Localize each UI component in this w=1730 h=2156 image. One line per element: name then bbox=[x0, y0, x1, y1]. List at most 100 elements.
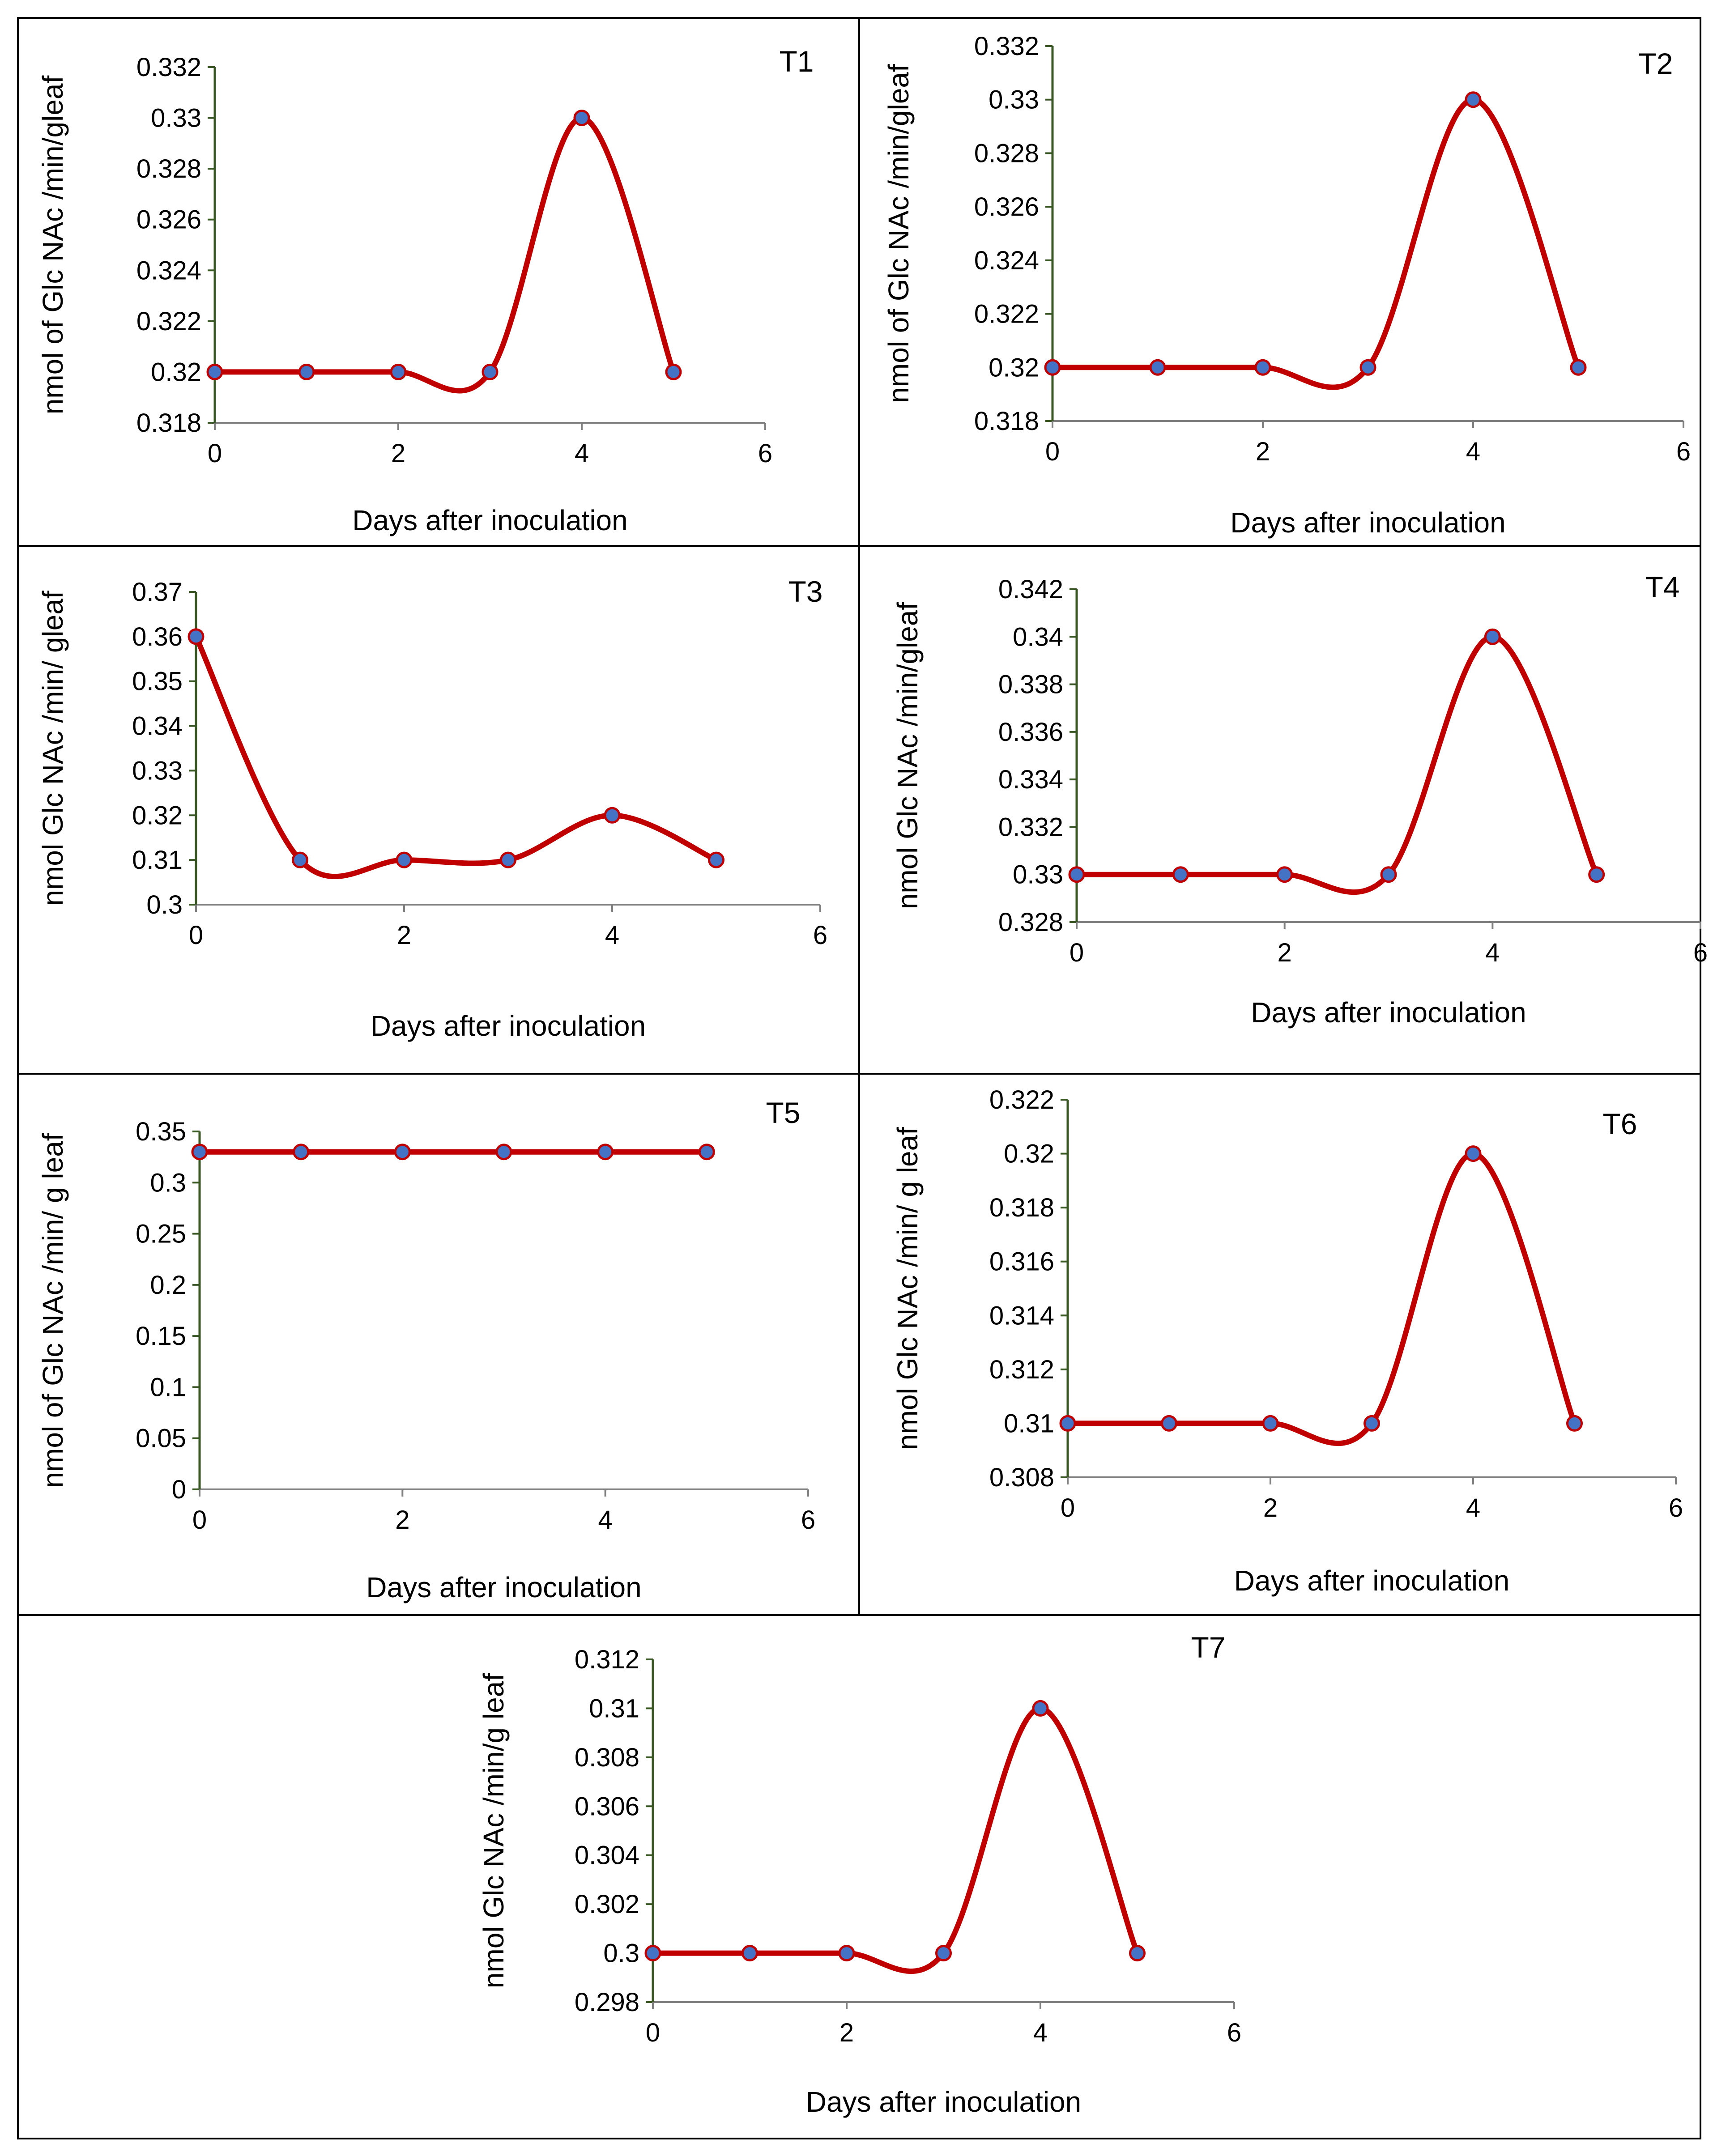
t3-data-point-4 bbox=[604, 807, 621, 824]
t5-data-point-5 bbox=[698, 1144, 715, 1161]
chart-t4: 0.328 0.33 0.332 0.334 0.336 0.338 0.34 0.342 0 2… bbox=[891, 570, 1708, 1029]
t5-data-point-3 bbox=[495, 1144, 512, 1161]
t1-y-tick-label: 0.328 bbox=[136, 154, 201, 183]
t3-y-tick-label: 0.32 bbox=[132, 801, 183, 830]
t5-y-tick-label: 0.1 bbox=[150, 1373, 186, 1402]
t6-data-point-3 bbox=[1364, 1415, 1380, 1432]
t6-data-point-0 bbox=[1059, 1415, 1076, 1432]
t1-x-tick-label: 0 bbox=[208, 439, 222, 468]
t3-x-tick-label: 4 bbox=[605, 921, 619, 950]
t6-y-tick-label: 0.312 bbox=[989, 1355, 1054, 1384]
t6-y-tick-label: 0.322 bbox=[989, 1085, 1054, 1114]
t7-data-point-0 bbox=[644, 1945, 661, 1962]
t2-x-axis-title: Days after inoculation bbox=[1230, 506, 1505, 539]
t4-title: T4 bbox=[1645, 570, 1679, 604]
t4-data-point-1 bbox=[1172, 866, 1189, 883]
t3-y-tick-label: 0.3 bbox=[146, 890, 183, 919]
t7-y-tick-label: 0.304 bbox=[575, 1841, 639, 1870]
t2-data-point-1 bbox=[1149, 359, 1166, 376]
t6-y-tick-label: 0.32 bbox=[1004, 1140, 1054, 1169]
t1-x-tick-label: 4 bbox=[575, 439, 589, 468]
chart-t6: 0.308 0.31 0.312 0.314 0.316 0.318 0.32 0.322 0 2… bbox=[891, 1085, 1683, 1597]
t2-y-tick-label: 0.328 bbox=[974, 139, 1039, 168]
t3-x-axis-title: Days after inoculation bbox=[371, 1010, 646, 1042]
t3-y-tick-label: 0.36 bbox=[132, 622, 183, 651]
t2-y-tick-label: 0.322 bbox=[974, 300, 1039, 329]
t5-x-tick-label: 4 bbox=[598, 1505, 613, 1535]
t3-data-point-3 bbox=[500, 851, 516, 868]
t7-y-tick-label: 0.31 bbox=[589, 1694, 639, 1723]
t6-x-axis-title: Days after inoculation bbox=[1234, 1565, 1509, 1597]
t3-data-point-0 bbox=[187, 628, 205, 645]
t2-y-tick-label: 0.324 bbox=[974, 246, 1039, 275]
t5-data-point-0 bbox=[191, 1144, 208, 1161]
t4-x-tick-label: 2 bbox=[1278, 938, 1292, 967]
t4-y-axis-title: nmol Glc NAc /min/gleaf bbox=[891, 602, 924, 910]
t3-y-tick-label: 0.37 bbox=[132, 578, 183, 607]
t4-y-tick-label: 0.338 bbox=[998, 670, 1063, 699]
t1-data-point-2 bbox=[390, 363, 407, 380]
t3-y-tick-label: 0.33 bbox=[132, 756, 183, 785]
t3-data-point-5 bbox=[708, 851, 724, 868]
t5-x-axis-title: Days after inoculation bbox=[366, 1571, 641, 1603]
t6-x-tick-label: 4 bbox=[1466, 1493, 1480, 1522]
t6-y-tick-label: 0.316 bbox=[989, 1247, 1054, 1276]
t5-data-point-1 bbox=[293, 1144, 310, 1161]
t2-data-point-5 bbox=[1570, 359, 1587, 376]
t3-title: T3 bbox=[788, 575, 822, 608]
t1-y-tick-label: 0.32 bbox=[151, 357, 201, 387]
t4-data-point-0 bbox=[1068, 866, 1085, 883]
t7-y-tick-label: 0.312 bbox=[575, 1645, 639, 1674]
t4-data-point-3 bbox=[1380, 866, 1397, 883]
t1-y-tick-label: 0.33 bbox=[151, 104, 201, 133]
t5-y-tick-label: 0.35 bbox=[136, 1117, 186, 1146]
t5-x-tick-label: 0 bbox=[192, 1505, 207, 1535]
t3-x-tick-label: 2 bbox=[397, 921, 411, 950]
t4-y-tick-label: 0.336 bbox=[998, 718, 1063, 747]
t6-data-point-2 bbox=[1262, 1415, 1279, 1432]
t1-y-tick-label: 0.332 bbox=[136, 53, 201, 82]
t6-x-tick-label: 0 bbox=[1061, 1493, 1075, 1522]
t5-y-tick-label: 0.15 bbox=[136, 1322, 186, 1351]
t4-x-tick-label: 4 bbox=[1485, 938, 1500, 967]
t6-data-point-1 bbox=[1161, 1415, 1177, 1432]
t7-x-tick-label: 6 bbox=[1227, 2018, 1241, 2047]
t2-y-tick-label: 0.318 bbox=[974, 407, 1039, 436]
t5-data-point-4 bbox=[597, 1144, 614, 1161]
t5-x-tick-label: 2 bbox=[395, 1505, 409, 1535]
t6-y-axis-title: nmol Glc NAc /min/ g leaf bbox=[891, 1127, 924, 1450]
t5-y-tick-label: 0.2 bbox=[150, 1271, 186, 1300]
t3-y-tick-label: 0.34 bbox=[132, 712, 183, 741]
t4-y-tick-label: 0.334 bbox=[998, 765, 1063, 794]
t4-data-point-5 bbox=[1588, 866, 1605, 883]
t1-x-tick-label: 2 bbox=[391, 439, 405, 468]
t2-x-tick-label: 6 bbox=[1676, 437, 1691, 466]
t7-data-point-3 bbox=[935, 1945, 952, 1962]
t3-x-tick-label: 6 bbox=[813, 921, 827, 950]
t3-data-point-2 bbox=[396, 851, 413, 868]
t2-y-tick-label: 0.32 bbox=[989, 353, 1039, 382]
chart-t3: 0.3 0.31 0.32 0.33 0.34 0.35 0.36 0.37 0 2 4 6 Days … bbox=[37, 575, 827, 1042]
t2-y-tick-label: 0.326 bbox=[974, 192, 1039, 221]
t3-x-tick-label: 0 bbox=[189, 921, 203, 950]
t2-y-axis-title: nmol of Glc NAc /min/gleaf bbox=[882, 64, 915, 403]
t6-x-tick-label: 6 bbox=[1669, 1493, 1683, 1522]
t1-data-point-3 bbox=[482, 363, 499, 380]
t2-data-point-4 bbox=[1465, 91, 1482, 108]
t1-y-tick-label: 0.318 bbox=[136, 408, 201, 438]
chart-t5: 0 0.05 0.1 0.15 0.2 0.25 0.3 0.35 0 2 4 6 Days after… bbox=[37, 1096, 815, 1603]
t7-y-tick-label: 0.302 bbox=[575, 1890, 639, 1919]
t6-y-tick-label: 0.318 bbox=[989, 1193, 1054, 1222]
t7-data-point-2 bbox=[838, 1945, 855, 1962]
t4-data-point-2 bbox=[1276, 866, 1293, 883]
t4-y-tick-label: 0.342 bbox=[998, 575, 1063, 604]
t7-x-axis-title: Days after inoculation bbox=[806, 2086, 1081, 2118]
t6-y-tick-label: 0.314 bbox=[989, 1301, 1054, 1330]
t4-x-axis-title: Days after inoculation bbox=[1251, 996, 1526, 1029]
t2-title: T2 bbox=[1638, 47, 1673, 80]
chart-t7: 0.298 0.3 0.302 0.304 0.306 0.308 0.31 0.312 0 2 4… bbox=[477, 1631, 1241, 2118]
t1-y-axis-title: nmol of Glc NAc /min/gleaf bbox=[37, 75, 69, 414]
